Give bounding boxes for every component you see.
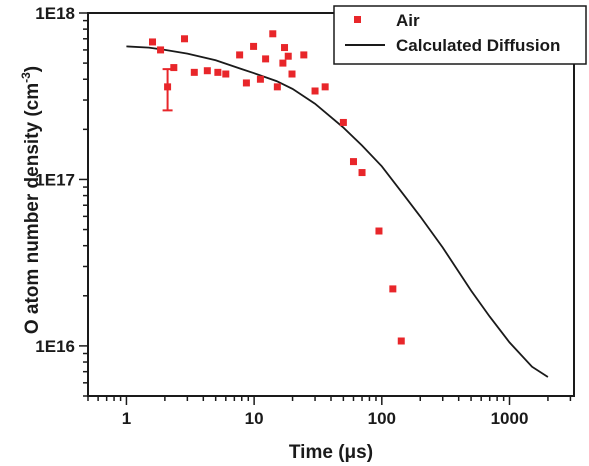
air-data-point: [149, 38, 157, 46]
air-data-point: [279, 59, 287, 67]
y-axis-label-exponent: -3: [19, 72, 33, 83]
air-data-point: [284, 52, 292, 60]
legend-label-diffusion: Calculated Diffusion: [396, 36, 560, 55]
air-data-point: [256, 75, 264, 83]
air-data-point: [222, 70, 230, 78]
y-tick-label: 1E18: [35, 4, 75, 23]
plot-frame: [87, 12, 575, 397]
y-tick-label: 1E16: [35, 337, 75, 356]
air-data-point: [181, 35, 189, 43]
air-data-point: [358, 169, 366, 177]
y-tick-label: 1E17: [35, 170, 75, 189]
series-layer: [126, 30, 549, 378]
air-data-point: [273, 83, 281, 91]
air-data-point: [236, 51, 244, 59]
x-tick-label: 100: [368, 409, 396, 428]
air-data-point: [281, 44, 289, 52]
air-data-point: [262, 55, 270, 63]
air-data-point: [157, 46, 165, 54]
air-data-point: [311, 87, 319, 95]
air-data-point: [321, 83, 329, 91]
plot-area: 1 10 100 1000 1E16 1E17 1E18: [35, 4, 575, 428]
air-data-point: [300, 51, 308, 59]
legend-label-air: Air: [396, 11, 420, 30]
legend: Air Calculated Diffusion: [333, 5, 587, 65]
x-axis-label: Time (μs): [289, 442, 373, 463]
x-tick-label: 1: [122, 409, 131, 428]
legend-marker-air: [354, 16, 361, 23]
air-data-point: [339, 118, 347, 126]
air-data-point: [214, 68, 222, 76]
axes-layer: 1 10 100 1000 1E16 1E17 1E18: [35, 4, 572, 428]
air-data-point: [349, 158, 357, 166]
air-data-point: [242, 79, 250, 87]
x-tick-label: 10: [245, 409, 264, 428]
air-data-point: [250, 42, 258, 50]
air-data-point: [397, 337, 405, 345]
air-data-point: [190, 68, 198, 76]
y-axis-label: O atom number density (cm-3): [19, 66, 43, 334]
y-axis-label-main: O atom number density (cm: [22, 83, 43, 334]
air-data-point: [269, 30, 277, 38]
x-tick-label: 1000: [491, 409, 529, 428]
diffusion-line: [126, 45, 549, 378]
air-data-point: [389, 285, 397, 293]
air-data-point: [375, 227, 383, 235]
air-data-point: [170, 64, 178, 72]
y-axis-label-close: ): [22, 66, 43, 72]
air-data-point: [164, 83, 172, 91]
air-data-point: [288, 70, 296, 78]
legend-box: [333, 5, 587, 65]
air-data-point: [203, 67, 211, 75]
